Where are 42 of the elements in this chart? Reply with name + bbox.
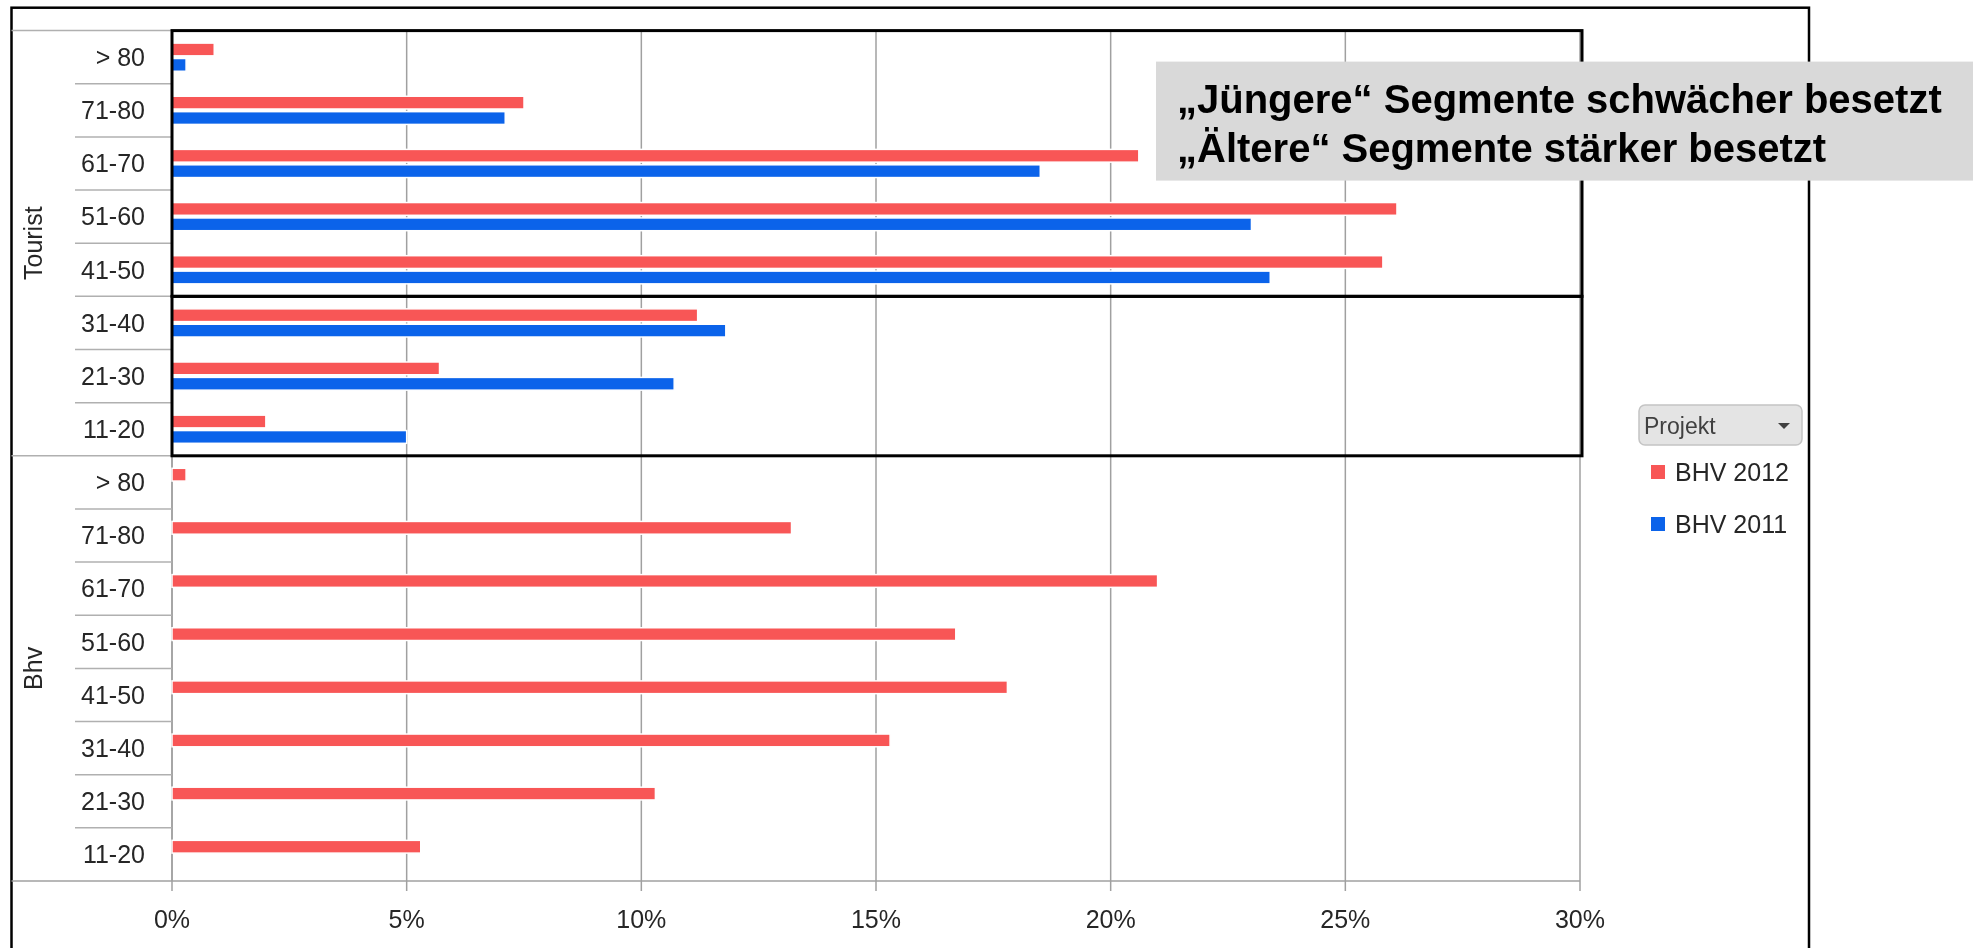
y-tick-label: 21-30 (81, 361, 145, 390)
annotation: „Jüngere“ Segmente schwächer besetzt (1177, 76, 1942, 121)
y-tick-label: 31-40 (81, 308, 145, 337)
y-tick-label: 51-60 (81, 627, 145, 656)
y-tick-label: 11-20 (82, 414, 145, 443)
bar (171, 308, 699, 323)
bar (171, 573, 1159, 589)
bar (171, 680, 1009, 695)
x-tick-label: 0% (153, 905, 191, 933)
bar (171, 786, 657, 801)
x-tick-label: 15% (850, 905, 902, 933)
legend-label: BHV 2011 (1675, 510, 1788, 538)
x-tick-label: 10% (616, 905, 667, 933)
text: Tourist (18, 206, 47, 281)
y-tick-label: 41-50 (81, 255, 145, 284)
text: Bhv (18, 646, 47, 690)
y-tick-label: 11-20 (82, 840, 145, 869)
annotation: „Ältere“ Segmente stärker besetzt (1177, 125, 1827, 170)
bar (171, 467, 187, 482)
x-tick-label: 20% (1085, 905, 1136, 933)
y-tick-label: 61-70 (81, 149, 145, 178)
bar (171, 520, 793, 535)
y-tick-label: 71-80 (81, 96, 145, 125)
legend-label: BHV 2012 (1675, 458, 1789, 486)
bar (171, 361, 441, 376)
bar (171, 323, 727, 338)
y-tick-label: 51-60 (81, 202, 145, 231)
y-tick-label: > 80 (95, 468, 145, 497)
x-tick-label: 30% (1554, 905, 1606, 933)
x-tick-label: 25% (1320, 905, 1371, 933)
y-tick-label: 61-70 (81, 574, 145, 603)
y-tick-label: 71-80 (81, 521, 145, 550)
bar (171, 839, 422, 854)
bar (171, 733, 891, 748)
bar (171, 376, 675, 391)
legend-title: Projekt (1644, 413, 1717, 439)
y-tick-label: 31-40 (81, 733, 145, 762)
bar (171, 626, 957, 642)
x-tick-label: 5% (388, 905, 425, 933)
y-tick-label: 41-50 (81, 680, 145, 709)
y-tick-label: 21-30 (81, 787, 145, 816)
y-tick-label: > 80 (95, 42, 145, 71)
